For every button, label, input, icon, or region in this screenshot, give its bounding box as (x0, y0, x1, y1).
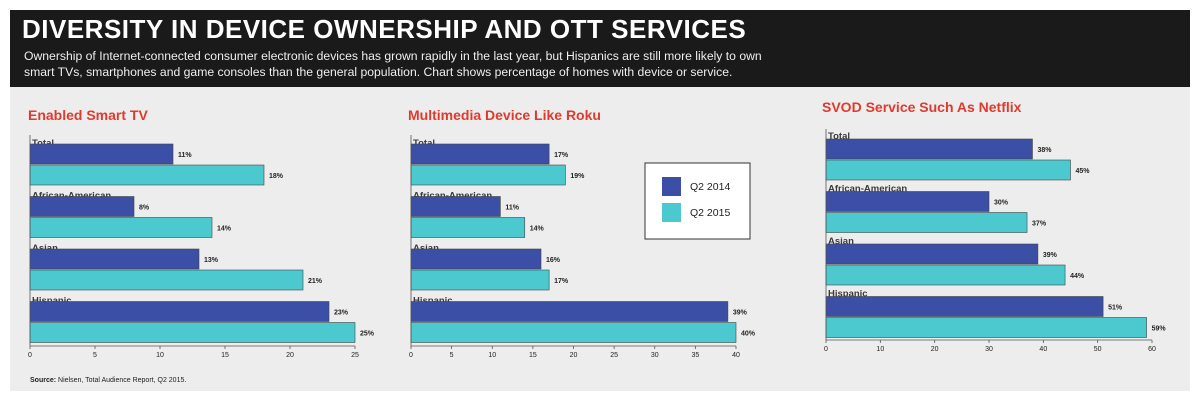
chart3-bar-hispanic-q2-2014 (825, 296, 1104, 317)
chart1-bar-asian-q2-2014 (29, 248, 200, 270)
chart3-bar-hispanic-q2-2015 (825, 317, 1147, 338)
chart2-bar-total-q2-2015 (410, 164, 566, 186)
chart2-data-label-total-q2-2014: 17% (554, 152, 569, 159)
chart3-bar-asian-q2-2015 (825, 264, 1066, 286)
chart2-bar-asian-q2-2014 (410, 248, 542, 270)
chart3-data-label-total-q2-2014: 38% (1037, 147, 1052, 154)
chart2-x-tick-label-30: 30 (651, 352, 659, 359)
chart2-data-label-asian-q2-2015: 17% (554, 278, 569, 285)
chart1-bar-hispanic-q2-2015 (29, 322, 356, 343)
chart1-bar-asian-q2-2015 (29, 269, 304, 291)
chart2-x-tick-label-10: 10 (488, 352, 496, 359)
chart3-bar-african-american-q2-2015 (825, 212, 1028, 233)
chart3-data-label-african-american-q2-2014: 30% (994, 200, 1009, 207)
chart1-data-label-african-american-q2-2015: 14% (217, 226, 232, 233)
chart2-category-label-hispanic: Hispanic (413, 296, 453, 307)
chart3-x-tick-label-40: 40 (1039, 346, 1047, 353)
chart2-bar-total-q2-2014 (410, 143, 550, 165)
chart3-bar-asian-q2-2014 (825, 243, 1039, 265)
source-text: Nielsen, Total Audience Report, Q2 2015. (56, 377, 187, 384)
chart1-category-label-hispanic: Hispanic (32, 296, 72, 307)
chart3-data-label-hispanic-q2-2014: 51% (1108, 305, 1123, 312)
chart1-category-label-total: Total (32, 138, 54, 149)
page-title: DIVERSITY IN DEVICE OWNERSHIP AND OTT SE… (22, 14, 747, 44)
chart1-data-label-hispanic-q2-2015: 25% (360, 331, 375, 338)
chart1-category-label-asian: Asian (32, 243, 58, 254)
chart2-title: Multimedia Device Like Roku (408, 107, 601, 123)
chart2-data-label-african-american-q2-2015: 14% (530, 226, 545, 233)
chart3-bar-total-q2-2014 (825, 138, 1033, 160)
chart3-category-label-hispanic: Hispanic (828, 289, 868, 300)
chart1-data-label-total-q2-2014: 11% (178, 152, 192, 159)
chart3-category-label-total: Total (828, 131, 850, 142)
chart2-data-label-hispanic-q2-2014: 39% (733, 310, 748, 317)
chart3-bar-total-q2-2015 (825, 159, 1071, 181)
chart3-category-label-african-american: African-American (828, 184, 907, 195)
chart2-bar-african-american-q2-2014 (410, 196, 501, 217)
legend-swatch-q2-2015 (662, 203, 681, 222)
chart2-bar-hispanic-q2-2015 (410, 322, 737, 343)
chart3-x-tick-label-20: 20 (931, 346, 939, 353)
chart2-data-label-total-q2-2015: 19% (570, 173, 585, 180)
chart3-x-tick-label-10: 10 (876, 346, 884, 353)
chart2-x-tick-label-0: 0 (409, 352, 413, 359)
chart3-data-label-asian-q2-2015: 44% (1070, 273, 1085, 280)
source-label: Source: (30, 377, 57, 384)
chart2-bar-hispanic-q2-2014 (410, 301, 729, 322)
chart1-x-tick-label-10: 10 (156, 352, 164, 359)
header-banner: DIVERSITY IN DEVICE OWNERSHIP AND OTT SE… (10, 10, 1190, 87)
chart1-x-tick-label-5: 5 (93, 352, 97, 359)
chart1-bar-total-q2-2014 (29, 143, 174, 165)
chart2-category-label-asian: Asian (413, 243, 439, 254)
chart1-x-tick-label-0: 0 (28, 352, 32, 359)
chart3-data-label-african-american-q2-2015: 37% (1032, 221, 1047, 228)
chart1-bar-hispanic-q2-2014 (29, 301, 330, 322)
chart3-x-tick-label-30: 30 (985, 346, 993, 353)
chart2-bar-african-american-q2-2015 (410, 217, 526, 238)
chart2-bar-asian-q2-2015 (410, 269, 550, 291)
chart1-bar-total-q2-2015 (29, 164, 265, 186)
chart2-x-tick-label-25: 25 (610, 352, 618, 359)
chart2-data-label-asian-q2-2014: 16% (546, 257, 561, 264)
chart1-data-label-hispanic-q2-2014: 23% (334, 310, 349, 317)
source-note: Source: Nielsen, Total Audience Report, … (30, 377, 186, 384)
chart2-x-tick-label-35: 35 (691, 352, 699, 359)
chart1-x-tick-label-25: 25 (351, 352, 359, 359)
chart1-bar-african-american-q2-2014 (29, 196, 135, 217)
legend-swatch-q2-2014 (662, 177, 681, 196)
chart3-x-tick-label-60: 60 (1148, 346, 1156, 353)
chart3-data-label-hispanic-q2-2015: 59% (1152, 326, 1167, 333)
chart3-title: SVOD Service Such As Netflix (822, 99, 1022, 115)
chart2-category-label-total: Total (413, 138, 435, 149)
chart2-x-tick-label-20: 20 (570, 352, 578, 359)
chart3-data-label-total-q2-2015: 45% (1076, 168, 1091, 175)
chart2-x-tick-label-40: 40 (732, 352, 740, 359)
chart3-x-tick-label-0: 0 (824, 346, 828, 353)
chart1-title: Enabled Smart TV (28, 107, 148, 123)
chart1-data-label-asian-q2-2014: 13% (204, 257, 219, 264)
chart2-category-label-african-american: African-American (413, 191, 492, 202)
page-subtitle: Ownership of Internet-connected consumer… (24, 49, 762, 79)
chart3-category-label-asian: Asian (828, 236, 854, 247)
legend-label-q2-2014: Q2 2014 (690, 181, 730, 193)
chart2-x-tick-label-15: 15 (529, 352, 537, 359)
chart3-bar-african-american-q2-2014 (825, 191, 990, 212)
legend-box (644, 162, 751, 240)
chart1-bar-african-american-q2-2015 (29, 217, 213, 238)
chart1-category-label-african-american: African-American (32, 191, 111, 202)
chart1-data-label-african-american-q2-2014: 8% (139, 205, 150, 212)
chart2-data-label-hispanic-q2-2015: 40% (741, 331, 756, 338)
chart3-data-label-asian-q2-2014: 39% (1043, 252, 1058, 259)
chart1-data-label-total-q2-2015: 18% (269, 173, 284, 180)
chart2-x-tick-label-5: 5 (450, 352, 454, 359)
chart1-data-label-asian-q2-2015: 21% (308, 278, 323, 285)
chart3-x-tick-label-50: 50 (1094, 346, 1102, 353)
chart2-data-label-african-american-q2-2014: 11% (505, 205, 519, 212)
legend-label-q2-2015: Q2 2015 (690, 207, 730, 219)
chart1-x-tick-label-20: 20 (286, 352, 294, 359)
chart1-x-tick-label-15: 15 (221, 352, 229, 359)
